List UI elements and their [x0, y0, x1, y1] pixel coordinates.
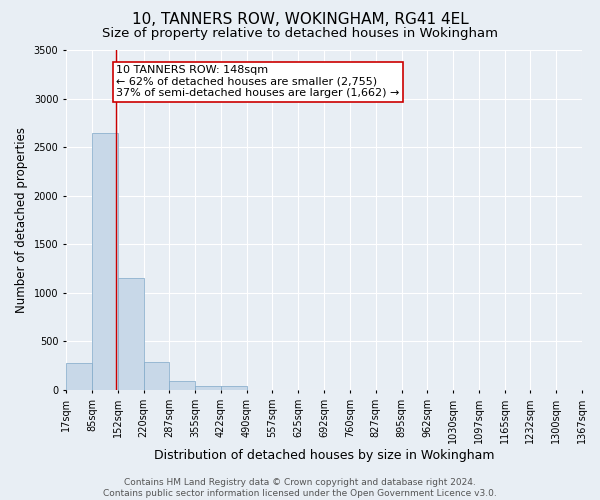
Bar: [169, 382, 195, 390]
Bar: [66, 363, 92, 390]
Bar: [195, 386, 221, 390]
Bar: [221, 386, 247, 390]
Text: 10 TANNERS ROW: 148sqm
← 62% of detached houses are smaller (2,755)
37% of semi-: 10 TANNERS ROW: 148sqm ← 62% of detached…: [116, 66, 400, 98]
Text: Size of property relative to detached houses in Wokingham: Size of property relative to detached ho…: [102, 28, 498, 40]
Y-axis label: Number of detached properties: Number of detached properties: [15, 127, 28, 313]
Text: 10, TANNERS ROW, WOKINGHAM, RG41 4EL: 10, TANNERS ROW, WOKINGHAM, RG41 4EL: [131, 12, 469, 28]
Bar: [118, 278, 143, 390]
X-axis label: Distribution of detached houses by size in Wokingham: Distribution of detached houses by size …: [154, 448, 494, 462]
Bar: [92, 132, 118, 390]
Text: Contains HM Land Registry data © Crown copyright and database right 2024.
Contai: Contains HM Land Registry data © Crown c…: [103, 478, 497, 498]
Bar: [143, 362, 169, 390]
